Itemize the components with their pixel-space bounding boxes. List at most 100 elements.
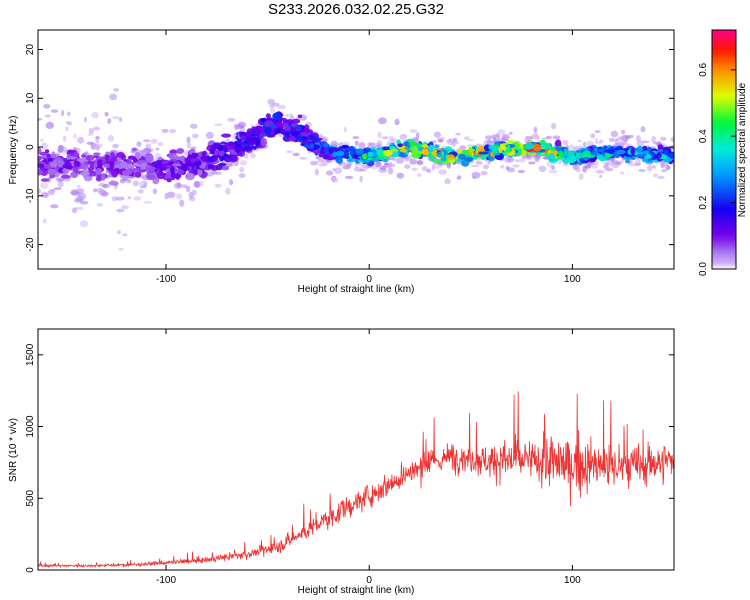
spectrogram-cell — [608, 137, 616, 142]
spectrogram-cell — [597, 148, 604, 153]
spectrogram-cell — [555, 139, 562, 147]
spectrogram-cell — [562, 163, 569, 167]
spectrogram-cell — [292, 152, 300, 157]
spectrogram-cell — [150, 138, 158, 144]
spectrogram-cell — [382, 158, 389, 163]
spectrogram-cell — [396, 172, 405, 179]
spectrogram-cell — [103, 163, 112, 168]
spectrogram-cell — [421, 148, 429, 156]
y-tick-label: -20 — [25, 237, 36, 252]
spectrogram-cell — [265, 113, 271, 119]
x-tick-label: 100 — [564, 274, 581, 285]
spectrogram-cell — [322, 143, 329, 148]
y-tick-label: 1000 — [25, 415, 36, 438]
spectrogram-cell — [62, 135, 67, 142]
spectrogram-cell — [586, 140, 595, 147]
spectrogram-cell — [128, 164, 136, 168]
spectrogram-cell — [38, 147, 42, 154]
spectrogram-cell — [344, 175, 354, 180]
spectrogram-cell — [525, 154, 532, 158]
spectrogram-cell — [191, 133, 199, 139]
spectrogram-cell — [75, 188, 84, 195]
spectrogram-cell — [398, 153, 407, 158]
colorbar-label: Normalized spectral amplitude — [737, 82, 748, 217]
spectrogram-cell — [92, 152, 101, 156]
spectrogram-cell — [137, 189, 144, 194]
spectrogram-cell — [61, 109, 65, 117]
spectrogram-cell — [434, 159, 441, 163]
spectrogram-cell — [64, 161, 72, 170]
spectrogram-cell — [266, 134, 276, 138]
spectrogram-cell — [74, 206, 84, 210]
spectrogram-cell — [139, 149, 148, 156]
spectrogram-cell — [121, 205, 129, 210]
spectrogram-cell — [127, 155, 136, 160]
spectrogram-cell — [118, 247, 124, 251]
spectrogram-cell — [341, 145, 348, 149]
spectrogram-cell — [78, 192, 87, 200]
spectrogram-cell — [640, 126, 646, 133]
spectrogram-cell — [70, 191, 78, 195]
spectrogram-cell — [165, 165, 173, 169]
spectrogram-cell — [218, 149, 225, 157]
spectrogram-cell — [296, 134, 303, 142]
x-tick-label: 0 — [366, 274, 372, 285]
spectrogram-cell — [234, 146, 242, 153]
spectrogram-cell — [447, 154, 455, 161]
spectrogram-cell — [270, 124, 277, 129]
spectrogram-cell — [421, 166, 428, 172]
spectrogram-cell — [436, 137, 446, 140]
spectrogram-cell — [186, 142, 192, 149]
spectrogram-cell — [229, 154, 238, 162]
colorbar-ticks: 0.0 0.2 0.4 0.6 — [698, 62, 736, 276]
spectrogram-cell — [38, 118, 43, 121]
spectrogram-cell — [653, 173, 658, 178]
spectrogram-cell — [475, 161, 483, 165]
spectrogram-cell — [233, 123, 238, 130]
spectrogram-cell — [602, 165, 610, 169]
spectrogram-cell — [538, 165, 547, 172]
snr-x-label: Height of straight line (km) — [298, 585, 415, 596]
spectrogram-cell — [60, 174, 71, 179]
spectrogram-cell — [157, 142, 164, 146]
spectrogram-cell — [177, 169, 185, 175]
spectrogram-cell — [114, 160, 121, 165]
spectrogram-cell — [285, 119, 293, 124]
spectrogram-cell — [346, 162, 352, 168]
spectrogram-cell — [235, 143, 241, 148]
spectrogram-cell — [53, 187, 62, 191]
spectrogram-cell — [133, 196, 142, 201]
spectrogram-cell — [42, 218, 47, 224]
spectrogram-cell — [109, 93, 117, 101]
spectrogram-cell — [93, 188, 97, 193]
spectrogram-cell — [638, 169, 646, 172]
spectrogram-cell — [526, 142, 532, 150]
spectrogram-cell — [318, 163, 328, 167]
spectrogram-cell — [247, 141, 253, 146]
spectrogram-cell — [590, 133, 596, 139]
y-tick-label: 1500 — [25, 343, 36, 366]
spectrogram-cell — [661, 169, 667, 173]
spectrogram-cell — [210, 146, 217, 152]
spectrogram-cell — [139, 185, 146, 189]
colorbar: 0.0 0.2 0.4 0.6 Normalized spectral amplitu… — [698, 29, 748, 276]
spectrogram-cell — [665, 165, 671, 170]
spectrogram-cell — [189, 196, 196, 202]
spectrogram-cell — [376, 144, 382, 149]
spectrogram-cell — [239, 166, 245, 173]
spectrogram-cell — [669, 152, 674, 160]
spectrogram-cell — [409, 129, 418, 133]
spectrogram-cell — [471, 164, 479, 168]
spectrogram-cell — [567, 144, 575, 150]
x-tick-label: 0 — [366, 575, 372, 586]
spectrogram-cell — [191, 189, 197, 196]
colorbar-frame — [711, 29, 737, 270]
spectrogram-cell — [341, 141, 350, 146]
spectrogram-cell — [480, 171, 488, 176]
spectrogram-cell — [303, 124, 310, 132]
spectrogram-cell — [152, 188, 158, 195]
spectrogram-cell — [97, 159, 103, 167]
